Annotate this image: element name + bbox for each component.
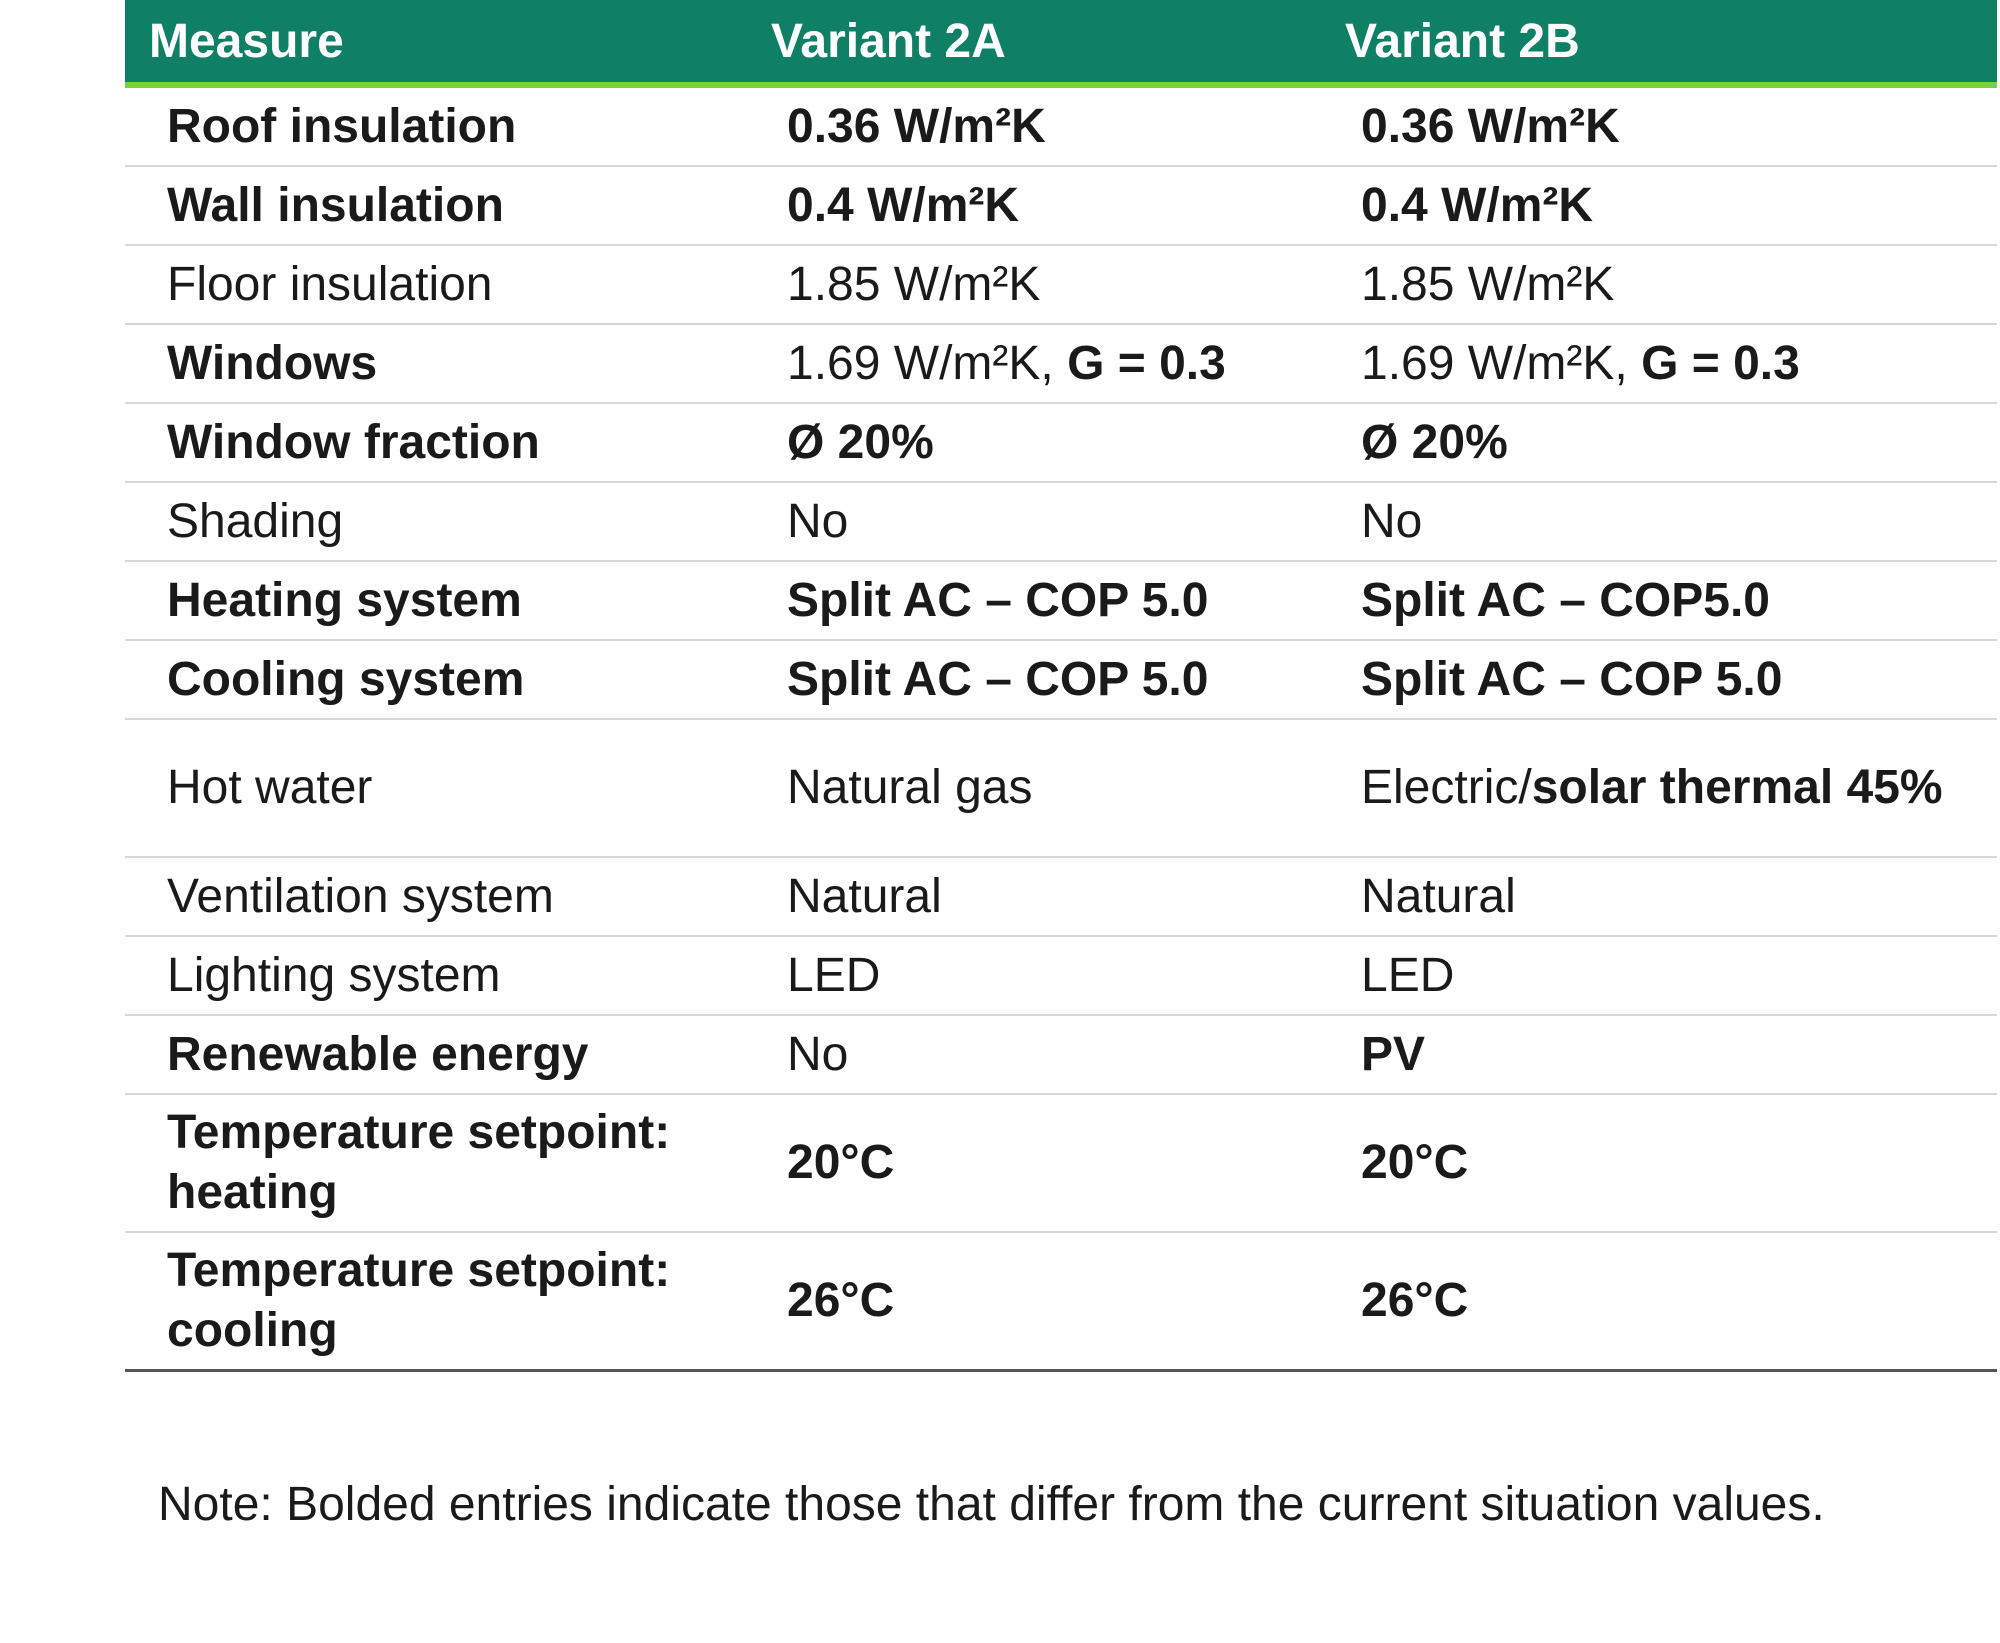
variant-2a-value: 1.85 W/m²K — [747, 245, 1321, 325]
row-label: Window fraction — [125, 403, 747, 483]
row-label: Cooling system — [125, 640, 747, 720]
row-label: Roof insulation — [125, 85, 747, 167]
variant-2a-value: LED — [747, 936, 1321, 1016]
table-row: Heating system Split AC – COP 5.0 Split … — [125, 561, 1997, 641]
header-variant-2a: Variant 2A — [747, 0, 1321, 88]
table-header-row: Measure Variant 2A Variant 2B — [125, 0, 1997, 88]
row-label: Wall insulation — [125, 166, 747, 246]
row-label: Renewable energy — [125, 1015, 747, 1095]
variant-2a-value: Natural gas — [747, 719, 1321, 858]
variant-2b-value: 20°C — [1321, 1094, 1997, 1233]
row-label: Heating system — [125, 561, 747, 641]
measures-table: Measure Variant 2A Variant 2B Roof insul… — [125, 0, 1997, 1372]
header-variant-2b: Variant 2B — [1321, 0, 1997, 88]
variant-2b-value: 1.85 W/m²K — [1321, 245, 1997, 325]
variant-2a-value: Ø 20% — [747, 403, 1321, 483]
variant-2b-value: No — [1321, 482, 1997, 562]
variant-2a-value: Split AC – COP 5.0 — [747, 561, 1321, 641]
table-row: Window fraction Ø 20% Ø 20% — [125, 403, 1997, 483]
variant-2a-value: No — [747, 482, 1321, 562]
variant-2b-value: 0.4 W/m²K — [1321, 166, 1997, 246]
variant-2b-value: Split AC – COP5.0 — [1321, 561, 1997, 641]
variant-2a-value: 20°C — [747, 1094, 1321, 1233]
table-row: Roof insulation 0.36 W/m²K 0.36 W/m²K — [125, 85, 1997, 167]
variant-2a-value-bold: G = 0.3 — [1067, 336, 1226, 390]
variant-2a-value: No — [747, 1015, 1321, 1095]
variant-2b-value: Natural — [1321, 857, 1997, 937]
variant-2a-value: 0.36 W/m²K — [747, 85, 1321, 167]
row-label: Temperature setpoint: heating — [125, 1094, 747, 1233]
table-row: Windows 1.69 W/m²K, G = 0.3 1.69 W/m²K, … — [125, 324, 1997, 404]
row-label: Hot water — [125, 719, 747, 858]
header-measure: Measure — [125, 0, 747, 88]
variant-2a-value: 1.69 W/m²K, G = 0.3 — [747, 324, 1321, 404]
variant-2b-value: LED — [1321, 936, 1997, 1016]
variant-2b-value-bold: solar thermal 45% — [1531, 761, 1943, 814]
variant-2a-value: Natural — [747, 857, 1321, 937]
variant-2a-value: 26°C — [747, 1232, 1321, 1372]
variant-2b-value: 1.69 W/m²K, G = 0.3 — [1321, 324, 1997, 404]
row-label: Shading — [125, 482, 747, 562]
table-row: Renewable energy No PV — [125, 1015, 1997, 1095]
table-row: Floor insulation 1.85 W/m²K 1.85 W/m²K — [125, 245, 1997, 325]
table-row: Hot water Natural gas Electric/solar the… — [125, 719, 1997, 858]
variant-2a-value: 0.4 W/m²K — [747, 166, 1321, 246]
table-row: Wall insulation 0.4 W/m²K 0.4 W/m²K — [125, 166, 1997, 246]
variant-2b-value: 26°C — [1321, 1232, 1997, 1372]
row-label: Windows — [125, 324, 747, 404]
variant-2b-value: Electric/solar thermal 45% — [1321, 719, 1997, 858]
table-row: Ventilation system Natural Natural — [125, 857, 1997, 937]
table-row: Temperature setpoint: heating 20°C 20°C — [125, 1094, 1997, 1233]
variant-2b-value: PV — [1321, 1015, 1997, 1095]
measures-table-container: Measure Variant 2A Variant 2B Roof insul… — [125, 0, 1997, 1372]
row-label: Ventilation system — [125, 857, 747, 937]
table-row: Shading No No — [125, 482, 1997, 562]
variant-2a-value-plain: 1.69 W/m²K, — [787, 336, 1068, 390]
table-note: Note: Bolded entries indicate those that… — [158, 1478, 1825, 1531]
variant-2b-value-plain: 1.69 W/m²K, — [1361, 336, 1642, 390]
variant-2b-value: Ø 20% — [1321, 403, 1997, 483]
variant-2a-value: Split AC – COP 5.0 — [747, 640, 1321, 720]
row-label: Floor insulation — [125, 245, 747, 325]
variant-2b-value: Split AC – COP 5.0 — [1321, 640, 1997, 720]
table-row: Lighting system LED LED — [125, 936, 1997, 1016]
variant-2b-value-plain: Electric/ — [1361, 761, 1532, 814]
variant-2b-value-bold: G = 0.3 — [1641, 336, 1800, 390]
row-label: Temperature setpoint: cooling — [125, 1232, 747, 1372]
variant-2b-value: 0.36 W/m²K — [1321, 85, 1997, 167]
row-label: Lighting system — [125, 936, 747, 1016]
table-row: Temperature setpoint: cooling 26°C 26°C — [125, 1232, 1997, 1372]
table-row: Cooling system Split AC – COP 5.0 Split … — [125, 640, 1997, 720]
